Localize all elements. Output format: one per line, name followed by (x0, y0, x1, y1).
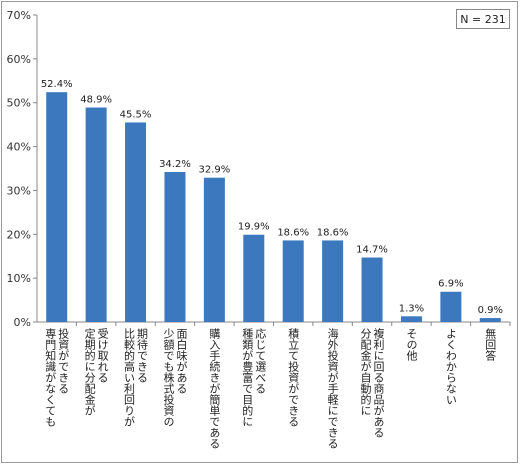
data-label: 1.3% (399, 303, 424, 314)
bar (46, 92, 68, 322)
category-label: 期待できる 比較的高い利回りが (123, 328, 149, 427)
y-tick-label: 60% (7, 53, 31, 66)
data-label: 18.6% (317, 227, 349, 238)
bar (243, 234, 265, 322)
bar (322, 240, 344, 322)
bar (400, 316, 422, 322)
category-label-line: 種類が豊富で目的に (240, 328, 254, 427)
category-label: 受け取れる 定期的に分配金が (83, 328, 109, 416)
category-label: 面白味がある 少額でも株式投資の (162, 328, 188, 427)
category-label-line: 分配金が自動的に (359, 328, 373, 416)
category-label-line: 比較的高い利回りが (122, 328, 136, 427)
category-label-line: その他 (404, 328, 418, 361)
category-label-line: 面白味がある (174, 328, 188, 394)
category-label-line: 定期的に分配金が (83, 328, 97, 416)
category-label: 積立て投資ができる (287, 328, 300, 427)
category-label: 海外投資が手軽にできる (326, 328, 339, 449)
bar (479, 318, 501, 322)
category-label-line: 海外投資が手軽にできる (326, 328, 340, 449)
data-label: 6.9% (438, 279, 463, 290)
category-label: 購入手続きが簡単である (208, 328, 221, 449)
y-tick-label: 40% (7, 141, 31, 154)
y-tick-label: 30% (7, 184, 31, 197)
y-tick-label: 70% (7, 9, 31, 22)
category-label: 無回答 (484, 328, 497, 361)
data-label: 19.9% (238, 222, 270, 233)
bar (440, 291, 462, 322)
category-label-line: 無回答 (483, 328, 497, 361)
data-label: 18.6% (277, 227, 309, 238)
data-label: 45.5% (120, 109, 152, 120)
category-label: 複利に回る商品がある 分配金が自動的に (359, 328, 385, 438)
data-label: 48.9% (80, 95, 112, 106)
category-label-line: 複利に回る商品がある (372, 328, 386, 438)
category-label: よくわからない (444, 328, 457, 405)
y-tick-label: 20% (7, 228, 31, 241)
y-tick-label: 0% (14, 316, 31, 329)
category-label-line: よくわからない (444, 328, 458, 405)
category-label: その他 (405, 328, 418, 361)
bar (282, 240, 304, 322)
category-label-line: 応じて選べる (253, 328, 267, 394)
data-label: 14.7% (356, 245, 388, 256)
bar (203, 177, 225, 322)
bar (125, 122, 147, 322)
y-tick-label: 10% (7, 272, 31, 285)
category-label-line: 少額でも株式投資の (161, 328, 175, 427)
bar (85, 107, 107, 322)
category-label: 応じて選べる 種類が豊富で目的に (241, 328, 267, 427)
category-label-line: 投資ができる (56, 328, 70, 394)
data-label: 32.9% (198, 165, 230, 176)
category-label-line: 受け取れる (96, 328, 110, 383)
category-label-line: 期待できる (135, 328, 149, 383)
data-label: 52.4% (41, 79, 73, 90)
bar (361, 257, 383, 322)
y-tick-label: 50% (7, 97, 31, 110)
sample-size-badge: N = 231 (456, 9, 510, 29)
category-label-line: 専門知識がなくても (43, 328, 57, 427)
bar (164, 172, 186, 322)
category-label: 投資ができる 専門知識がなくても (44, 328, 70, 427)
data-label: 0.9% (478, 305, 503, 316)
category-label-line: 購入手続きが簡単である (207, 328, 221, 449)
data-label: 34.2% (159, 159, 191, 170)
category-label-line: 積立て投資ができる (286, 328, 300, 427)
